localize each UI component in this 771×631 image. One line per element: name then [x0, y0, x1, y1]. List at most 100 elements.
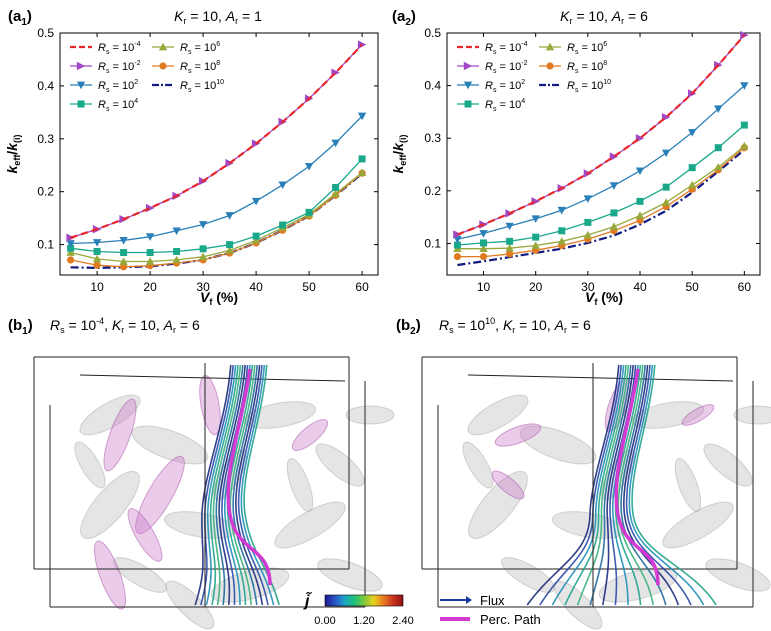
data-point	[92, 254, 102, 263]
data-point	[119, 236, 128, 245]
y-tick-label: 0.4	[37, 79, 54, 93]
particle-ellipsoid	[80, 470, 140, 540]
flux-streamline	[205, 364, 237, 606]
cube-edge	[467, 374, 734, 382]
legend-marker	[464, 100, 472, 108]
data-point	[687, 180, 697, 189]
legend-marker	[159, 62, 167, 70]
legend-a1: Rs = 10-4 Rs = 10-2 Rs = 102 Rs = 104 Rs = 1…	[70, 41, 224, 113]
legend-marker	[545, 42, 555, 51]
data-point	[120, 249, 128, 257]
series-line	[457, 34, 746, 236]
series-line	[70, 172, 363, 268]
data-point	[687, 129, 697, 137]
flux-streamline	[589, 364, 632, 606]
data-point	[198, 252, 208, 261]
particle-ellipsoid	[165, 580, 215, 630]
data-point	[145, 257, 155, 265]
data-point	[357, 168, 367, 177]
colorbar-tick-1: 1.20	[353, 615, 374, 627]
legend-a2: Rs = 10-4 Rs = 10-2 Rs = 102 Rs = 104 Rs = 1…	[457, 41, 611, 113]
data-point	[480, 239, 488, 247]
percolating-particle	[103, 398, 137, 472]
percolating-particle	[491, 470, 525, 500]
data-point	[688, 164, 696, 172]
x-ticks-a2: 10 20 30 40 50 60	[477, 33, 751, 294]
data-point	[120, 263, 128, 271]
y-tick-label: 0.3	[424, 131, 441, 145]
particle-ellipsoid	[131, 425, 209, 465]
data-point	[331, 189, 340, 198]
data-point	[714, 144, 722, 152]
data-point	[557, 237, 566, 245]
x-tick-label: 40	[633, 280, 647, 294]
series-line	[457, 124, 745, 246]
flux-streamline	[218, 364, 246, 606]
x-tick-label: 20	[143, 280, 157, 294]
data-point	[609, 182, 619, 190]
data-point	[479, 244, 488, 253]
series-lines-a2	[453, 30, 749, 267]
percolating-particle	[127, 508, 163, 562]
panel-b2-caption: Rs = 1010, Kr = 10, Ar = 6	[439, 316, 591, 335]
legend-label: Rs = 108	[567, 60, 607, 75]
panel-label-a2: (a2)	[392, 8, 416, 28]
data-point	[332, 183, 340, 191]
series-lines-a1	[66, 40, 367, 271]
flux-streamline	[194, 364, 232, 606]
chart-panel-a1: (a1) Kr = 10, Ar = 1 10 20 30 40 50 60 0.1 0.2…	[4, 8, 379, 307]
data-point	[145, 203, 155, 213]
data-point	[357, 112, 367, 121]
data-point	[225, 246, 234, 254]
3d-render-b2	[421, 356, 771, 630]
chart-title-a2: Kr = 10, Ar = 6	[560, 8, 648, 26]
x-axis-label-a2: Vf (%)	[585, 289, 623, 307]
data-point	[225, 212, 234, 220]
panel-b1-caption: Rs = 10-4, Kr = 10, Ar = 6	[50, 316, 200, 335]
particle-ellipsoid	[519, 425, 597, 465]
particle-ellipsoid	[274, 501, 346, 549]
flux-streamline	[215, 364, 244, 606]
perc-path-legend-label: Perc. Path	[480, 612, 541, 627]
flux-streamline	[625, 364, 692, 606]
legend-label: Rs = 106	[567, 41, 607, 56]
data-point	[661, 149, 671, 158]
data-point	[635, 167, 645, 176]
flux-streamline	[614, 364, 642, 606]
particle-ellipsoid	[79, 394, 141, 436]
legend-label: Rs = 1010	[567, 79, 611, 94]
flux-legend-arrow	[466, 596, 472, 604]
flux-streamline	[232, 364, 258, 606]
series-line	[457, 148, 746, 267]
data-point	[479, 230, 488, 238]
legend-label: Rs = 10-4	[485, 41, 528, 56]
data-point	[173, 247, 181, 255]
plot-frame-a2	[446, 32, 761, 276]
legend-marker	[77, 100, 85, 108]
data-point	[740, 121, 748, 129]
data-point	[584, 218, 592, 226]
data-point	[740, 30, 749, 40]
x-tick-label: 40	[249, 280, 263, 294]
flux-streamline	[631, 364, 717, 606]
data-point	[505, 243, 514, 252]
data-point	[635, 211, 645, 219]
data-point	[66, 248, 75, 256]
y-tick-label: 0.5	[37, 26, 54, 40]
particle-ellipsoid	[467, 394, 529, 436]
flux-legend-label: Flux	[480, 593, 505, 608]
data-point	[278, 181, 287, 190]
data-point	[479, 252, 488, 261]
data-point	[305, 208, 313, 216]
data-point	[198, 221, 208, 229]
data-point	[146, 249, 154, 257]
particle-ellipsoid	[631, 401, 705, 429]
data-point	[453, 252, 462, 261]
flux-streamline	[240, 364, 275, 606]
y-tick-label: 0.3	[37, 132, 54, 146]
data-point	[636, 197, 644, 205]
plot-frame-a1	[59, 32, 379, 276]
flux-streamline	[623, 364, 680, 606]
data-point	[662, 183, 670, 191]
